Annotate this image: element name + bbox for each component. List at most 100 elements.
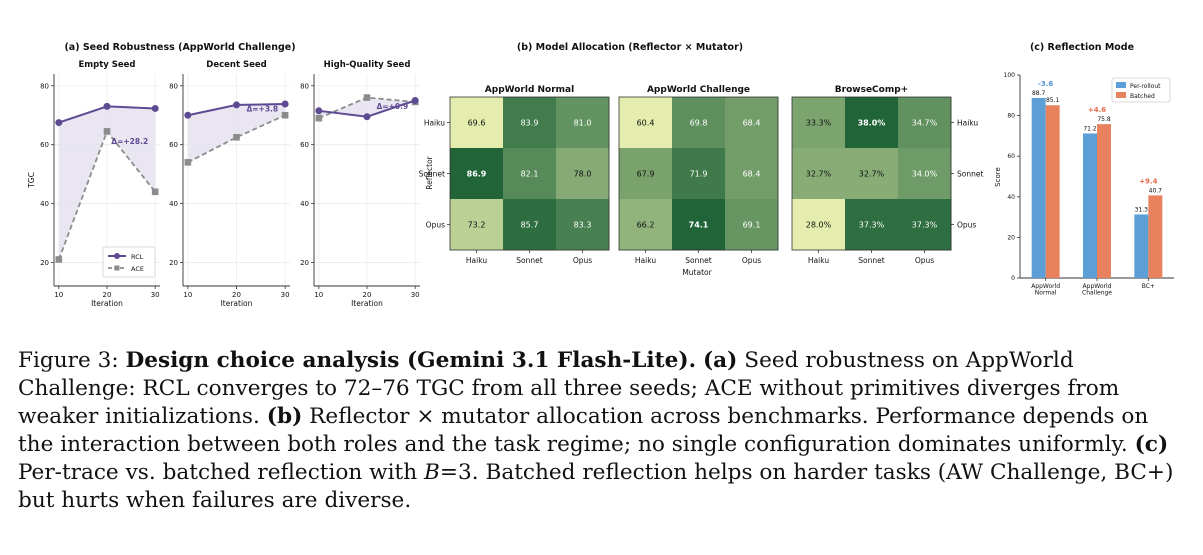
y-tick-label-1: 80 [169, 82, 178, 90]
heatmap-cell-label: 85.7 [521, 221, 539, 230]
heatmap-row-label-left: Sonnet [419, 170, 445, 179]
ace-point [363, 94, 371, 101]
bar-value-label: 85.1 [1046, 97, 1060, 104]
delta-annotation-2: Δ=+0.9 [377, 102, 409, 111]
figure: (a) Seed Robustness (AppWorld Challenge)… [27, 42, 1174, 308]
heatmap-col-label: Opus [742, 256, 761, 265]
heatmap-col-label: Opus [573, 256, 592, 265]
heatmap-cell-label: 66.2 [637, 221, 655, 230]
rcl-point [233, 101, 240, 109]
x-axis-label-0: Iteration [91, 299, 123, 308]
y-tick-label-1: 40 [169, 200, 178, 208]
caption-var-b: B [424, 460, 440, 485]
caption-text-c1: Per-trace vs. batched reflection with [18, 460, 418, 485]
heatmap-col-label: Haiku [808, 256, 829, 265]
heatmap-col-label: Haiku [466, 256, 487, 265]
x-axis-label-2: Iteration [351, 299, 383, 308]
bar-per-rollout [1031, 97, 1046, 279]
heatmap-cell-label: 71.9 [690, 170, 708, 179]
y-tick-label-0: 20 [40, 259, 49, 267]
rcl-point [103, 102, 111, 110]
heatmap-cell [792, 148, 846, 200]
bar-value-label: 71.2 [1083, 125, 1097, 132]
heatmap-cell-label: 37.3% [912, 221, 938, 230]
x-tick-label-0: 10 [54, 291, 63, 299]
heatmap-col-label: Opus [915, 256, 934, 265]
bar-category-label: Challenge [1082, 290, 1112, 297]
heatmap-cell-label: 68.4 [743, 119, 761, 128]
y-tick-label-0: 80 [40, 82, 49, 90]
y-tick-label-0: 60 [40, 141, 49, 149]
heatmap-subtitle-0: AppWorld Normal [485, 85, 574, 95]
bar-y-tick-label: 60 [1007, 153, 1015, 160]
rcl-point [315, 107, 323, 115]
ace-point [184, 159, 192, 166]
legend-marker-ace [114, 265, 120, 271]
y-tick-label-0: 40 [40, 200, 49, 208]
heatmap-cell [556, 97, 610, 149]
heatmap-subtitle-2: BrowseComp+ [835, 85, 908, 95]
heatmap-row-label-right: Opus [957, 221, 976, 230]
panel-subtitle-2: High-Quality Seed [324, 60, 411, 70]
heatmap-cell-label: 28.0% [806, 221, 832, 230]
bar-y-axis-label: Score [994, 167, 1002, 187]
heatmap-cell-label: 83.3 [574, 221, 592, 230]
ace-point [233, 134, 240, 141]
heatmap-cell-label: 83.9 [521, 119, 539, 128]
heatmap-cell [845, 97, 899, 149]
heatmap-cell-label: 69.1 [743, 221, 761, 230]
heatmap-y-axis-label: Reflector [425, 155, 434, 189]
bar-per-rollout [1134, 214, 1149, 278]
heatmap-cell [503, 199, 557, 251]
rcl-point [411, 97, 419, 104]
rcl-point [184, 111, 192, 119]
heatmap-col-label: Haiku [635, 256, 656, 265]
heatmap-cell [450, 97, 504, 149]
caption-title: Design choice analysis (Gemini 3.1 Flash… [125, 348, 697, 373]
panel-subtitle-1: Decent Seed [206, 60, 266, 70]
ace-point [151, 188, 159, 196]
caption-text-a: Seed robustness on AppWorld Challenge: R… [18, 348, 1120, 429]
heatmap-cell [725, 148, 779, 200]
caption-tag-a: (a) [702, 348, 738, 373]
x-tick-label-2: 30 [411, 291, 420, 299]
bar-delta-label: -3.6 [1038, 80, 1053, 88]
ace-point [315, 114, 323, 122]
heatmap-cell [556, 199, 610, 251]
y-axis-label-a: TGC [27, 172, 36, 189]
legend-marker-rcl [114, 253, 120, 259]
rcl-point [55, 119, 63, 127]
heatmap-cell-label: 69.6 [468, 119, 486, 128]
heatmap-cell [898, 199, 952, 251]
heatmap-cell-label: 74.1 [689, 221, 709, 230]
bar-y-tick-label: 20 [1007, 234, 1015, 241]
heatmap-cell [792, 97, 846, 149]
x-axis-label-1: Iteration [221, 299, 253, 308]
caption-tag-b: (b) [266, 404, 303, 429]
bar-value-label: 88.7 [1032, 90, 1046, 97]
caption-tag-c: (c) [1134, 432, 1169, 457]
heatmap-cell [672, 199, 726, 251]
x-tick-label-2: 10 [314, 291, 323, 299]
caption-label: Figure 3: [18, 348, 119, 373]
y-tick-label-2: 40 [300, 200, 309, 208]
heatmap-cell-label: 60.4 [637, 119, 655, 128]
rcl-point [363, 113, 371, 121]
y-tick-label-2: 60 [300, 141, 309, 149]
heatmap-row-label-left: Opus [426, 221, 445, 230]
y-tick-label-1: 60 [169, 141, 178, 149]
caption-text-b: Reflector × mutator allocation across be… [18, 404, 1149, 457]
bar-category-label: Normal [1035, 290, 1057, 297]
heatmap-x-axis-label: Mutator [682, 268, 712, 277]
ace-line-1 [187, 114, 286, 164]
heatmap-row-label-left: Haiku [424, 119, 445, 128]
heatmap-col-label: Sonnet [858, 256, 884, 265]
heatmap-cell-label: 68.4 [743, 170, 761, 179]
heatmap-cell-label: 69.8 [690, 119, 708, 128]
heatmap-row-label-right: Sonnet [957, 170, 983, 179]
heatmap-cell-label: 81.0 [574, 119, 592, 128]
heatmap-cell [845, 148, 899, 200]
bar-category-label: AppWorld [1083, 283, 1112, 290]
ace-point [103, 128, 111, 135]
x-tick-label-0: 30 [151, 291, 160, 299]
